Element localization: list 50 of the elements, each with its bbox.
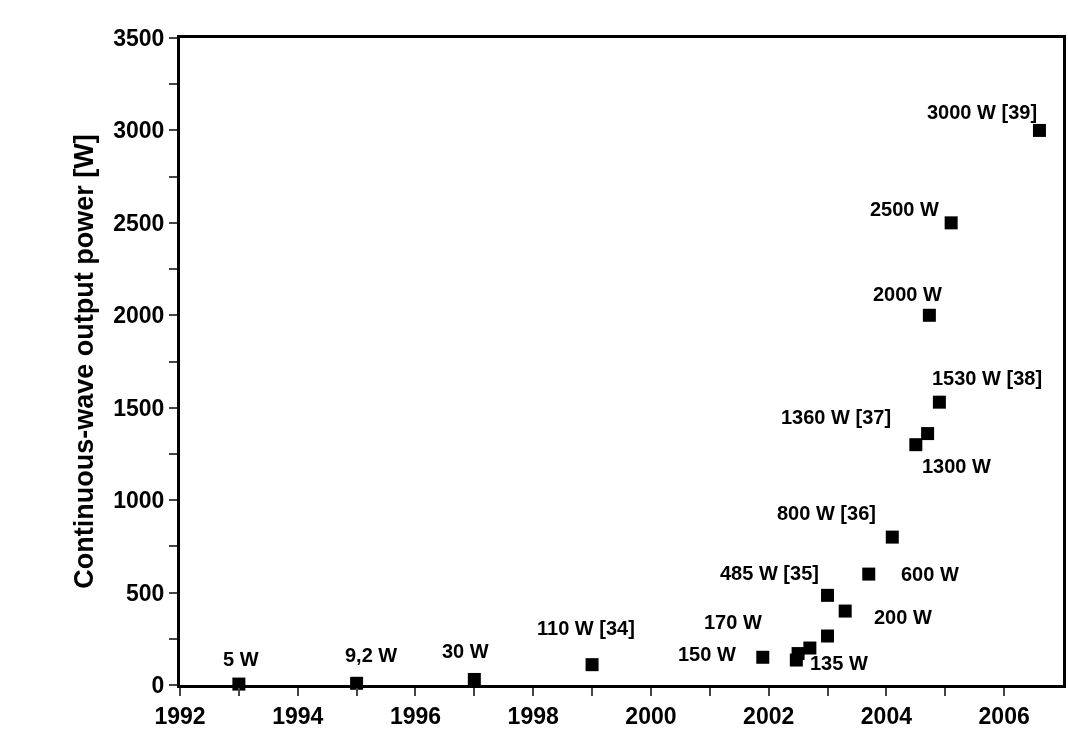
data-label: 135 W xyxy=(810,652,868,674)
point xyxy=(885,530,899,544)
y-tick-label: 500 xyxy=(126,579,165,606)
data-label: 30 W xyxy=(442,640,489,662)
x-tick-label: 2002 xyxy=(743,702,795,729)
y-tick-label: 2000 xyxy=(113,302,165,329)
x-tick-label: 1996 xyxy=(389,702,442,729)
x-tick-label: 1994 xyxy=(272,702,324,729)
point xyxy=(585,658,599,672)
point xyxy=(803,641,817,655)
y-tick-label: 0 xyxy=(151,672,165,699)
data-label: 5 W xyxy=(223,648,259,670)
y-tick-label: 1500 xyxy=(113,394,165,421)
y-tick-label: 2500 xyxy=(113,209,165,236)
y-axis-title: Continuous-wave output power [W] xyxy=(69,134,100,589)
point xyxy=(909,438,923,452)
data-label: 3000 W [39] xyxy=(927,101,1038,123)
point xyxy=(921,427,935,441)
data-label: 2500 W xyxy=(870,198,940,220)
data-label: 110 W [34] xyxy=(537,617,635,639)
annotation: 200 W xyxy=(874,606,932,628)
data-label: 2000 W xyxy=(873,283,943,305)
x-tick-label: 2006 xyxy=(978,702,1030,729)
y-tick-label: 3000 xyxy=(113,117,165,144)
point xyxy=(756,650,770,664)
point xyxy=(1032,123,1046,137)
data-label: 485 W [35] xyxy=(720,562,819,584)
point xyxy=(862,567,876,581)
x-tick-label: 2004 xyxy=(860,702,913,729)
point xyxy=(791,647,805,661)
point xyxy=(821,629,835,643)
data-label: 800 W [36] xyxy=(777,502,876,524)
point xyxy=(922,308,936,322)
point xyxy=(821,588,835,602)
y-tick-label: 3500 xyxy=(113,25,165,52)
point xyxy=(932,395,946,409)
x-tick-label: 1992 xyxy=(154,702,206,729)
data-label: 150 W xyxy=(678,643,736,665)
data-label: 1300 W xyxy=(922,455,992,477)
x-tick-label: 1998 xyxy=(507,702,559,729)
data-label: 1530 W [38] xyxy=(932,367,1043,389)
data-label: 9,2 W xyxy=(345,644,398,666)
data-label: 600 W xyxy=(901,563,959,585)
point xyxy=(838,604,852,618)
point xyxy=(467,672,481,686)
x-tick-label: 2000 xyxy=(625,702,677,729)
data-label: 1360 W [37] xyxy=(781,406,892,428)
data-label: 170 W xyxy=(704,611,762,633)
y-tick-label: 1000 xyxy=(113,487,165,514)
point xyxy=(944,216,958,230)
